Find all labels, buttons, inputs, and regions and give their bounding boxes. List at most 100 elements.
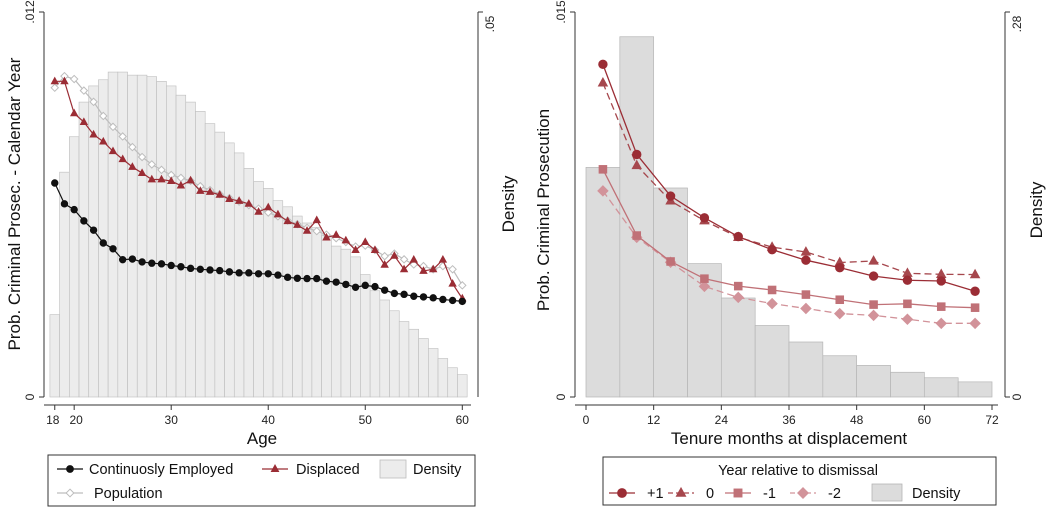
data-point xyxy=(108,122,118,132)
data-point xyxy=(400,290,408,299)
right-xlabel: Tenure months at displacement xyxy=(671,429,908,448)
data-point xyxy=(186,175,195,184)
data-point xyxy=(147,160,157,169)
data-point xyxy=(390,251,399,259)
density-bar xyxy=(360,274,371,398)
data-point xyxy=(147,174,157,183)
density-bar xyxy=(49,314,60,398)
data-point xyxy=(597,185,609,197)
density-bar xyxy=(117,71,128,398)
data-point xyxy=(322,232,331,241)
data-point xyxy=(205,187,215,195)
x-tick-label: 24 xyxy=(715,413,729,427)
data-point xyxy=(274,271,282,279)
data-point xyxy=(98,111,108,121)
x-tick-label: 60 xyxy=(456,413,470,427)
data-point xyxy=(128,142,137,152)
x-tick-label: 0 xyxy=(583,413,590,427)
data-point xyxy=(79,86,89,95)
data-point xyxy=(206,266,214,274)
y2-tick-label: 0 xyxy=(1010,393,1024,400)
y-tick-label: .012 xyxy=(23,0,37,24)
data-point xyxy=(767,244,777,255)
y-tick-label: 0 xyxy=(554,393,568,400)
right-legend-box xyxy=(602,456,997,506)
data-point xyxy=(157,174,166,183)
x-tick-label: 48 xyxy=(850,413,864,427)
density-bar xyxy=(389,310,400,398)
density-bar xyxy=(331,245,342,398)
legend-label-0: 0 xyxy=(706,486,714,502)
data-point xyxy=(935,268,947,278)
data-point xyxy=(312,215,321,224)
data-point xyxy=(767,285,777,295)
density-bar xyxy=(398,321,410,398)
data-point xyxy=(970,303,980,312)
data-point xyxy=(439,295,447,304)
series-line xyxy=(602,64,976,292)
data-point xyxy=(118,132,127,141)
density-bar xyxy=(350,256,361,398)
density-bar xyxy=(78,101,90,398)
data-point xyxy=(245,269,253,277)
legend-key-marker xyxy=(733,488,743,498)
data-point xyxy=(632,149,642,160)
data-point xyxy=(835,295,845,305)
density-bar xyxy=(822,355,858,398)
density-bar xyxy=(418,338,429,398)
data-point xyxy=(254,270,263,278)
legend-key-marker xyxy=(617,488,627,498)
data-point xyxy=(399,264,409,273)
density-bar xyxy=(146,76,157,398)
data-point xyxy=(50,76,59,85)
legend-key-swatch xyxy=(379,459,407,479)
right-chart: Prob. Criminal Prosecution Density Tenur… xyxy=(534,0,1046,448)
data-point xyxy=(970,286,980,296)
data-point xyxy=(458,297,466,306)
data-point xyxy=(419,293,428,301)
legend-key-marker xyxy=(66,465,74,473)
data-point xyxy=(699,213,710,223)
density-bar xyxy=(282,206,293,398)
series-line xyxy=(602,169,976,309)
density-bar xyxy=(166,85,177,398)
density-bar xyxy=(408,328,419,398)
x-tick-label: 20 xyxy=(69,413,83,427)
data-point xyxy=(215,190,224,198)
density-bar xyxy=(156,81,167,398)
density-bar xyxy=(127,74,138,398)
data-point xyxy=(244,199,254,207)
data-point xyxy=(903,299,912,309)
data-point xyxy=(868,255,879,265)
data-point xyxy=(698,280,711,293)
density-bar xyxy=(856,365,891,398)
x-tick-label: 72 xyxy=(985,413,999,427)
data-point xyxy=(234,196,244,204)
data-point xyxy=(936,276,946,286)
x-tick-label: 60 xyxy=(918,413,932,427)
data-point xyxy=(313,274,321,283)
data-point xyxy=(108,146,118,155)
data-point xyxy=(448,265,457,274)
data-point xyxy=(410,292,418,300)
data-point xyxy=(293,220,302,228)
data-point xyxy=(700,274,709,283)
legend-label-plus1: +1 xyxy=(647,486,664,502)
legend-key-marker xyxy=(270,464,280,473)
data-point xyxy=(867,309,880,322)
data-point xyxy=(429,294,437,302)
left-legend: Continuosly Employed Displaced Density P… xyxy=(47,454,476,507)
data-point xyxy=(380,251,389,261)
data-point xyxy=(225,268,234,276)
data-point xyxy=(157,260,166,268)
data-point xyxy=(331,230,341,238)
data-point xyxy=(69,74,79,84)
legend-key-marker xyxy=(65,488,75,498)
data-point xyxy=(303,274,311,283)
data-point xyxy=(457,281,467,290)
data-point xyxy=(598,59,608,70)
density-bar xyxy=(720,297,756,398)
density-bar xyxy=(185,101,196,398)
right-ylabel: Prob. Criminal Prosecution xyxy=(534,109,553,311)
